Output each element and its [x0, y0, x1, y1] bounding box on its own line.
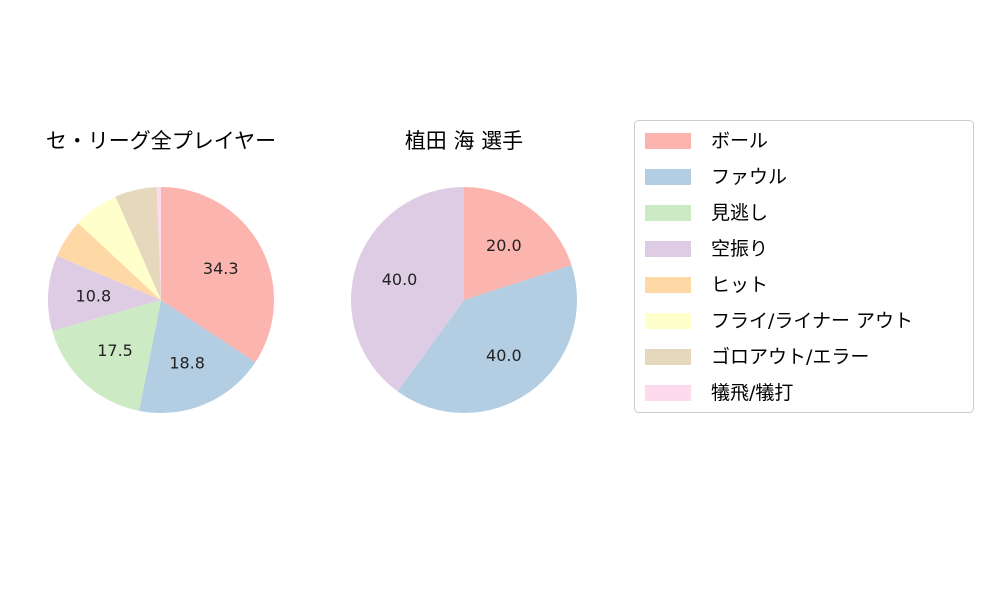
legend-swatch	[645, 385, 691, 401]
pie-slice	[350, 187, 464, 392]
pie-slice	[47, 255, 161, 331]
legend-swatch	[645, 133, 691, 149]
legend-label: ゴロアウト/エラー	[711, 346, 869, 368]
pie-slice	[139, 300, 256, 413]
pie-slice	[156, 187, 161, 300]
pie-slice	[57, 223, 162, 300]
pie-slice	[161, 187, 275, 363]
slice-value-label: 20.0	[486, 236, 522, 255]
pie-slice	[115, 187, 161, 300]
legend-swatch	[645, 241, 691, 257]
pie-chart-league: セ・リーグ全プレイヤー 34.3 18.8 17.5 10.8	[46, 129, 276, 413]
pie-slice	[78, 196, 161, 300]
legend-swatch	[645, 169, 691, 185]
pie-slice	[397, 265, 578, 414]
legend-swatch	[645, 313, 691, 329]
slice-value-label: 18.8	[169, 354, 205, 373]
legend-label: 犠飛/犠打	[711, 382, 793, 404]
legend-label: ヒット	[711, 274, 768, 296]
pie-chart-player: 植田 海 選手 20.0 40.0 40.0	[350, 129, 578, 414]
chart-title: 植田 海 選手	[405, 129, 523, 153]
legend-label: 見逃し	[711, 202, 768, 224]
legend-frame	[634, 120, 974, 413]
slice-value-label: 10.8	[76, 287, 112, 306]
slice-value-label: 34.3	[203, 259, 239, 278]
legend-label: ファウル	[711, 166, 787, 188]
pie-slice	[464, 187, 572, 300]
legend-swatch	[645, 349, 691, 365]
slice-value-label: 17.5	[97, 341, 133, 360]
pie-slice	[52, 300, 161, 411]
legend-label: 空振り	[711, 238, 768, 260]
slice-value-label: 40.0	[382, 270, 418, 289]
slice-value-label: 40.0	[486, 346, 522, 365]
chart-title: セ・リーグ全プレイヤー	[46, 129, 276, 153]
legend-label: ボール	[711, 130, 768, 152]
legend-swatch	[645, 277, 691, 293]
legend-label: フライ/ライナー アウト	[711, 310, 913, 332]
legend-swatch	[645, 205, 691, 221]
